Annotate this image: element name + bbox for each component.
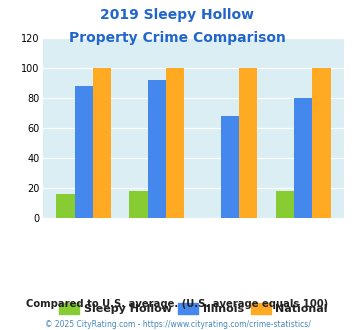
Bar: [294, 98, 312, 218]
Text: 2019 Sleepy Hollow: 2019 Sleepy Hollow: [100, 8, 255, 22]
Bar: [312, 68, 331, 218]
Bar: [148, 80, 166, 218]
Bar: [130, 191, 148, 218]
Bar: [93, 68, 111, 218]
Bar: [276, 191, 294, 218]
Text: © 2025 CityRating.com - https://www.cityrating.com/crime-statistics/: © 2025 CityRating.com - https://www.city…: [45, 320, 310, 329]
Text: Property Crime Comparison: Property Crime Comparison: [69, 31, 286, 45]
Bar: [56, 194, 75, 218]
Bar: [221, 116, 239, 218]
Bar: [166, 68, 184, 218]
Bar: [75, 86, 93, 218]
Bar: [239, 68, 257, 218]
Text: Compared to U.S. average. (U.S. average equals 100): Compared to U.S. average. (U.S. average …: [26, 299, 329, 309]
Legend: Sleepy Hollow, Illinois, National: Sleepy Hollow, Illinois, National: [55, 299, 332, 319]
